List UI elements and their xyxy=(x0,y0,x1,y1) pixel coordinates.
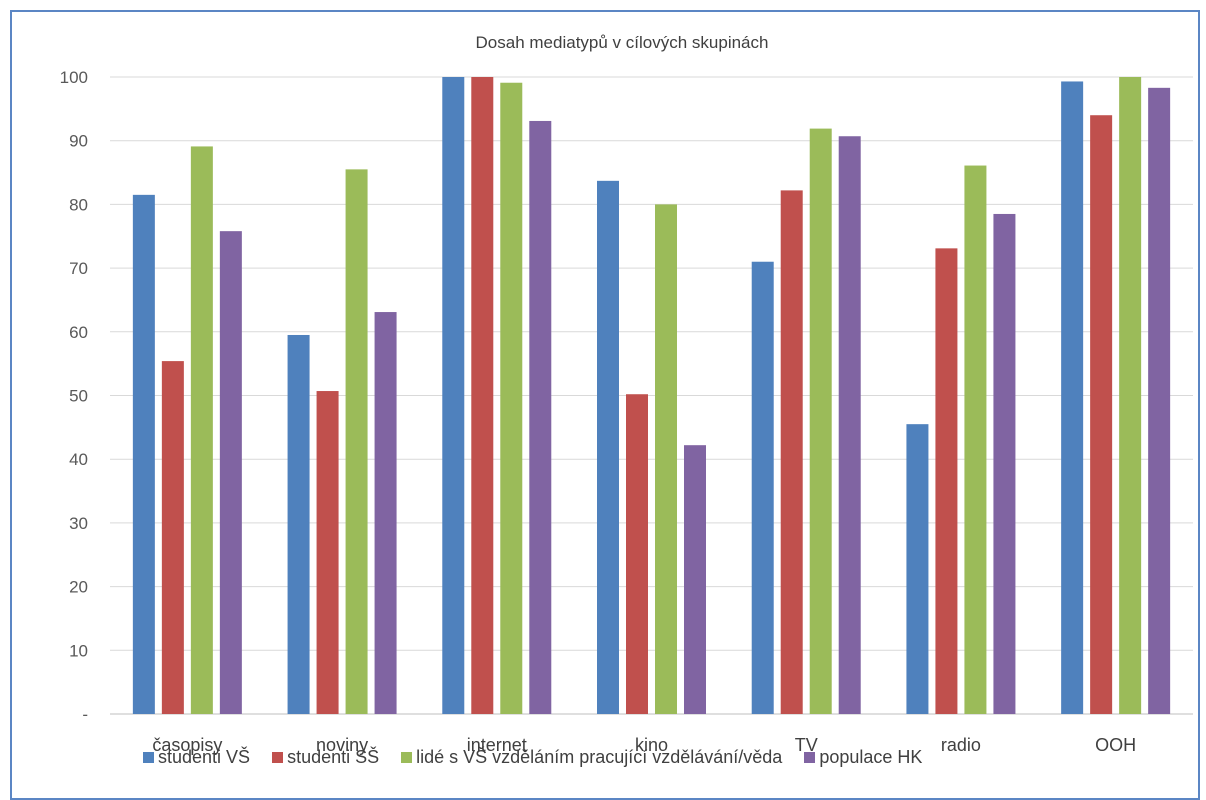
bar xyxy=(597,180,619,714)
legend-swatch xyxy=(401,752,413,763)
legend-label: studenti SŠ xyxy=(287,747,380,767)
bar xyxy=(287,334,310,714)
legend-label: lidé s VŠ vzděláním pracující vzdělávání… xyxy=(416,747,783,767)
legend: studenti VŠ studenti SŠ lidé s VŠ vzdělání… xyxy=(143,747,944,768)
bar xyxy=(161,361,184,714)
y-tick-label: 10 xyxy=(69,641,88,660)
bars xyxy=(132,77,1171,715)
bar xyxy=(626,394,648,714)
y-tick-label: 50 xyxy=(69,387,88,406)
bar xyxy=(132,194,155,715)
legend-swatch xyxy=(272,752,284,763)
bar xyxy=(500,82,523,714)
bar xyxy=(1061,81,1084,715)
bar xyxy=(219,231,242,715)
gridlines xyxy=(110,76,1193,715)
bar xyxy=(529,120,552,714)
chart-title: Dosah mediatypů v cílových skupinách xyxy=(476,33,769,52)
bar xyxy=(316,391,339,714)
x-tick-label: radio xyxy=(941,735,981,755)
bar xyxy=(345,169,368,715)
bar xyxy=(780,190,803,715)
x-tick-label: TV xyxy=(795,735,818,755)
x-tick-label: časopisy xyxy=(152,735,222,755)
legend-swatch xyxy=(143,752,154,763)
y-tick-label: 90 xyxy=(69,132,88,151)
x-tick-label: OOH xyxy=(1095,735,1136,755)
legend-item: studenti SŠ xyxy=(272,747,379,768)
legend-item: studenti VŠ xyxy=(143,747,250,768)
y-tick-label: 20 xyxy=(69,578,88,597)
legend-label: studenti VŠ xyxy=(158,747,251,767)
y-tick-label: - xyxy=(82,705,88,724)
bar xyxy=(809,128,832,715)
y-tick-label: 30 xyxy=(69,514,88,533)
bar xyxy=(993,213,1016,714)
bar xyxy=(442,77,465,714)
legend-label: populace HK xyxy=(819,747,923,767)
bar xyxy=(1090,115,1113,715)
bar xyxy=(1148,87,1171,715)
legend-item: lidé s VŠ vzděláním pracující vzdělávání… xyxy=(401,747,782,768)
x-tick-label: kino xyxy=(635,735,668,755)
bar xyxy=(374,312,397,714)
y-axis-ticks: - 10 20 30 40 50 60 70 80 90 100 xyxy=(60,68,88,724)
y-tick-label: 70 xyxy=(69,259,88,278)
bar xyxy=(935,248,958,714)
legend-item: populace HK xyxy=(804,747,922,768)
y-tick-label: 40 xyxy=(69,450,88,469)
bar xyxy=(655,204,677,714)
legend-swatch xyxy=(804,752,816,763)
bar xyxy=(684,445,706,714)
bar xyxy=(906,424,929,714)
y-tick-label: 60 xyxy=(69,323,88,342)
x-tick-label: internet xyxy=(467,735,527,755)
y-tick-label: 100 xyxy=(60,68,88,87)
bar xyxy=(190,146,213,715)
y-tick-label: 80 xyxy=(69,195,88,214)
bar xyxy=(838,136,861,715)
bar xyxy=(964,165,987,715)
x-tick-label: noviny xyxy=(316,735,368,755)
x-axis-ticks: časopisy noviny internet kino TV radio OOH xyxy=(152,735,1136,755)
bar xyxy=(471,77,494,714)
bar xyxy=(1119,77,1142,714)
bar xyxy=(751,261,774,714)
